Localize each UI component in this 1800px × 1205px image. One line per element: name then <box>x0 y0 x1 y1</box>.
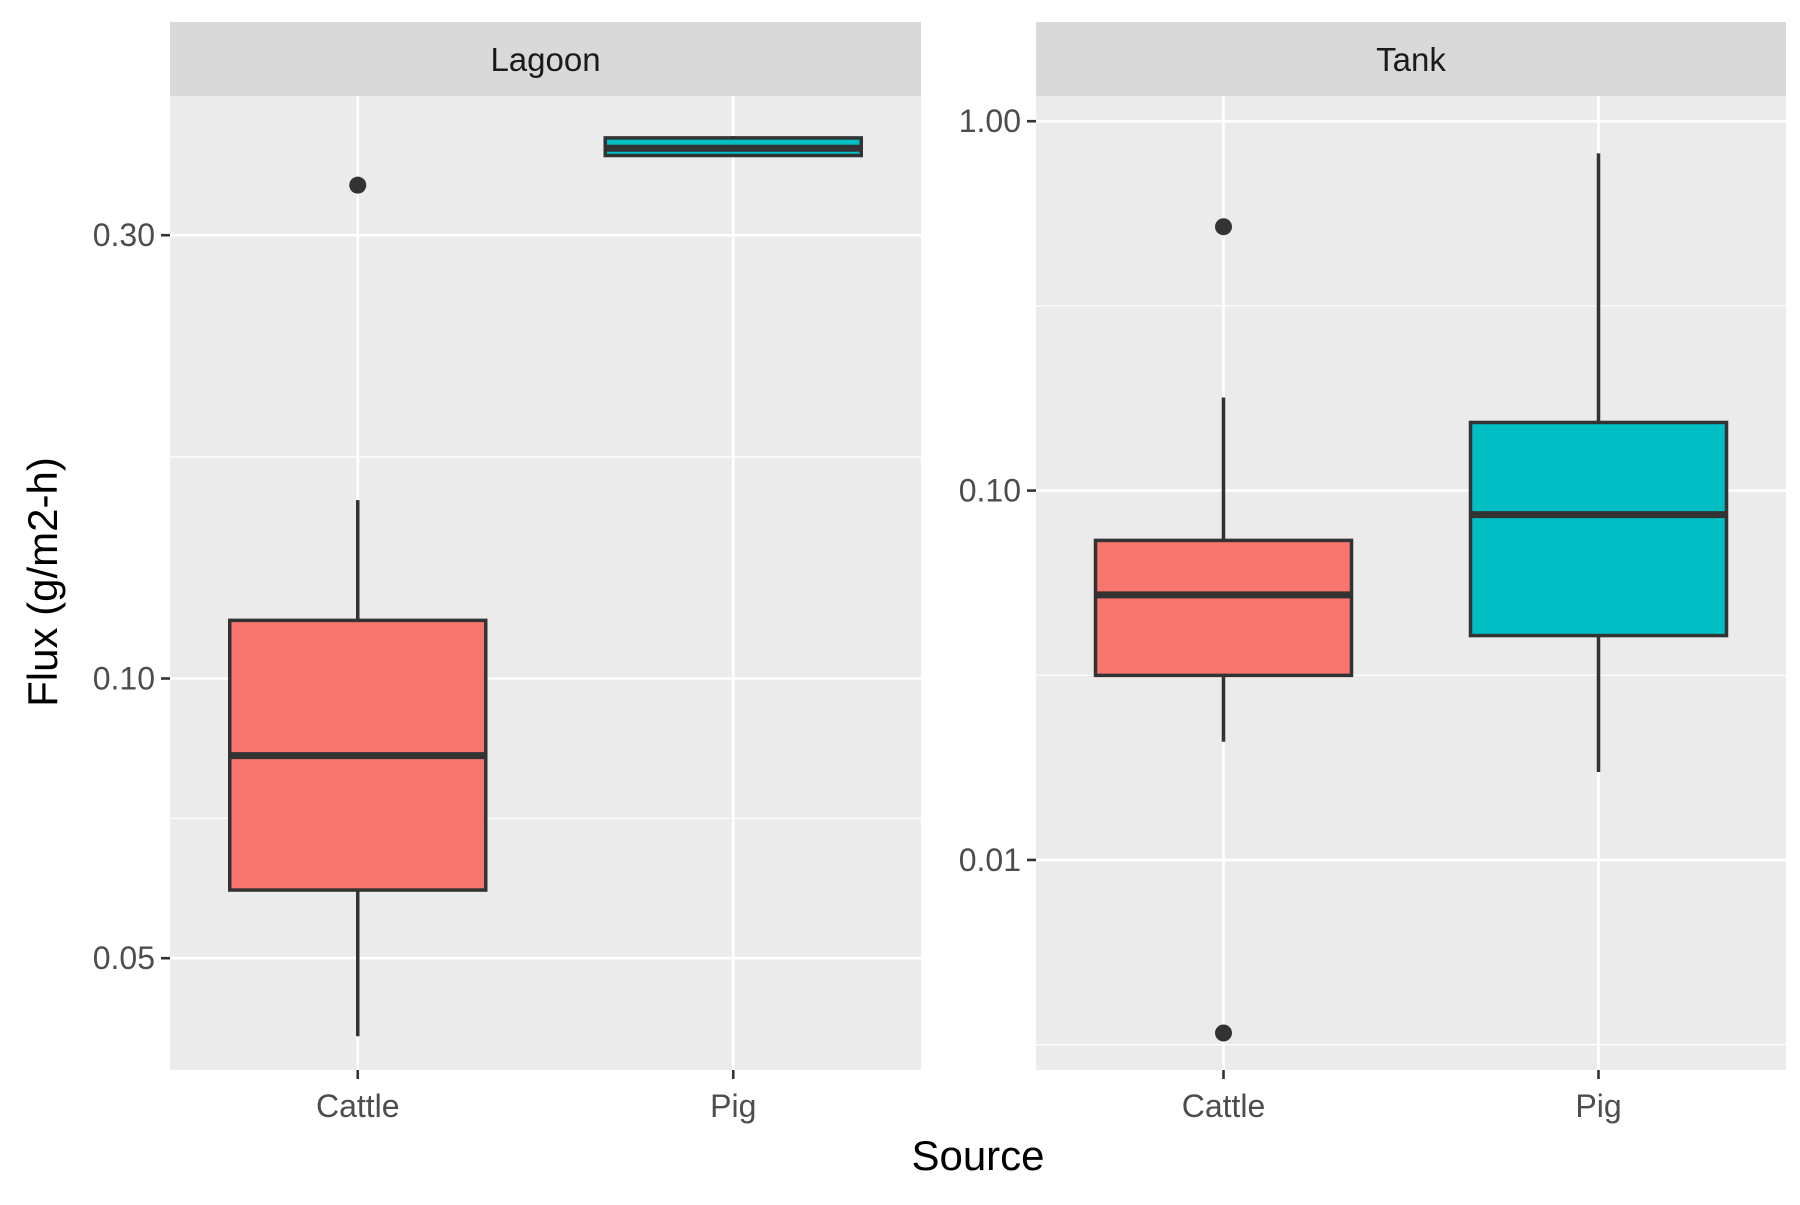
facet-strip <box>1036 22 1786 96</box>
y-tick-label: 0.05 <box>93 940 155 976</box>
facet-strip-label: Tank <box>1376 41 1446 78</box>
x-tick-label: Pig <box>1575 1088 1621 1124</box>
outlier-point <box>1215 1024 1232 1042</box>
y-tick-label: 0.30 <box>93 217 155 253</box>
x-axis-title: Source <box>911 1132 1044 1179</box>
box-iqr <box>1093 538 1354 678</box>
box-cattle <box>228 176 488 1037</box>
y-tick-label: 0.01 <box>959 842 1021 878</box>
y-axis-title: Flux (g/m2-h) <box>19 457 66 707</box>
y-tick-label: 0.10 <box>93 661 155 697</box>
panel-tank: Tank 0.01 0.10 1.00 Cattle Pig <box>959 22 1786 1124</box>
outlier-point <box>349 176 367 194</box>
box-iqr <box>1468 420 1729 638</box>
x-tick-label: Pig <box>710 1088 756 1124</box>
facet-strip-label: Lagoon <box>490 41 600 78</box>
box-cattle <box>1093 218 1354 1042</box>
y-tick-label: 1.00 <box>959 103 1021 139</box>
outlier-point <box>1215 218 1232 236</box>
box-pig <box>1468 153 1729 773</box>
x-tick-label: Cattle <box>1182 1088 1266 1124</box>
facet-strip <box>170 22 921 96</box>
box-pig <box>603 136 863 158</box>
x-tick-label: Cattle <box>316 1088 400 1124</box>
plot-background <box>170 96 921 1070</box>
panel-lagoon: Lagoon 0.05 0.10 0.30 Cattle Pig <box>93 22 921 1124</box>
y-tick-label: 0.10 <box>959 473 1021 509</box>
